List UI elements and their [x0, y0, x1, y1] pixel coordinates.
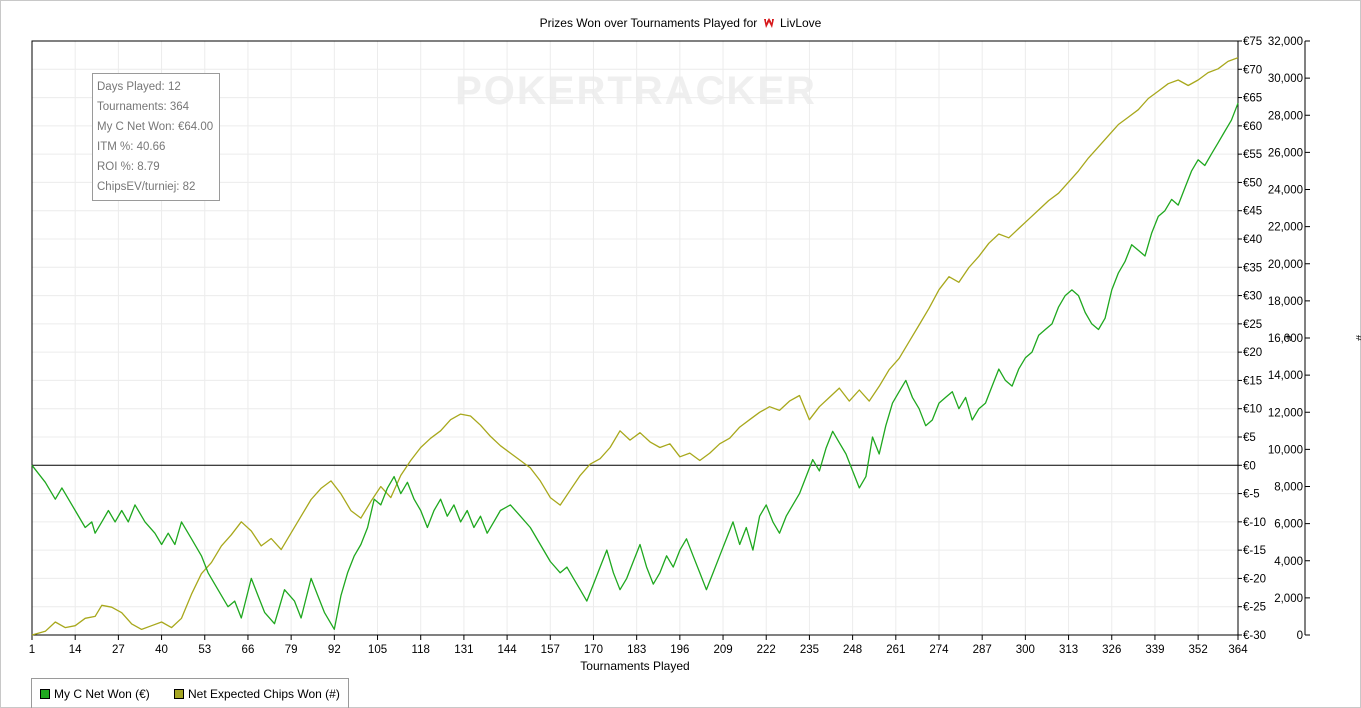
y-tick-label: €-10 — [1243, 517, 1266, 529]
y-tick-label: €40 — [1243, 234, 1262, 246]
legend-label-net-won: My C Net Won (€) — [54, 687, 150, 701]
stat-days-played: Days Played: 12 — [97, 81, 181, 93]
x-tick-label: 66 — [242, 644, 255, 656]
series-line-net-won — [31, 102, 1239, 630]
watermark-logo: POKERTRACKER — [455, 69, 817, 113]
y-tick-label: €-15 — [1243, 545, 1266, 557]
y-tick-label: €-5 — [1243, 489, 1260, 501]
y2-tick-label: 14,000 — [1268, 370, 1303, 382]
y-tick-label: €20 — [1243, 347, 1262, 359]
x-tick-label: 92 — [328, 644, 341, 656]
poker-room-logo-icon — [763, 18, 774, 28]
y2-tick-label: 4,000 — [1274, 556, 1303, 568]
y2-tick-label: 20,000 — [1268, 259, 1303, 271]
y-tick-label: €55 — [1243, 149, 1262, 161]
y-tick-label: €0 — [1243, 460, 1256, 472]
stat-roi: ROI %: 8.79 — [97, 161, 160, 173]
stats-box: Days Played: 12 Tournaments: 364 My C Ne… — [92, 73, 220, 201]
chart-title: Prizes Won over Tournaments Played for L… — [0, 16, 1361, 30]
x-tick-label: 183 — [627, 644, 646, 656]
y2-tick-label: 30,000 — [1268, 73, 1303, 85]
x-tick-label: 352 — [1189, 644, 1208, 656]
y-tick-label: €10 — [1243, 404, 1262, 416]
y-tick-label: €45 — [1243, 206, 1262, 218]
x-axis-title: Tournaments Played — [580, 659, 689, 673]
y2-tick-label: 2,000 — [1274, 593, 1303, 605]
x-tick-label: 274 — [929, 644, 949, 656]
y-axis-title: € — [1281, 335, 1293, 341]
legend-item-expected-chips[interactable]: Net Expected Chips Won (#) — [174, 687, 340, 701]
y-tick-label: €35 — [1243, 262, 1262, 274]
player-name: LivLove — [779, 16, 822, 30]
y-tick-label: €30 — [1243, 291, 1262, 303]
x-tick-label: 261 — [886, 644, 905, 656]
x-tick-label: 196 — [670, 644, 689, 656]
x-tick-label: 118 — [412, 644, 430, 656]
x-tick-label: 105 — [368, 644, 387, 656]
x-tick-label: 27 — [112, 644, 125, 656]
y-tick-label: €-30 — [1243, 630, 1266, 642]
y2-tick-label: 10,000 — [1268, 444, 1303, 456]
x-tick-label: 248 — [843, 644, 862, 656]
y-tick-label: €65 — [1243, 93, 1262, 105]
legend-label-expected-chips: Net Expected Chips Won (#) — [188, 687, 340, 701]
y-tick-label: €50 — [1243, 177, 1262, 189]
y-tick-label: €5 — [1243, 432, 1256, 444]
x-tick-label: 1 — [29, 644, 35, 656]
y-tick-label: €-25 — [1243, 602, 1266, 614]
y2-tick-label: 26,000 — [1268, 147, 1303, 159]
x-tick-label: 300 — [1016, 644, 1035, 656]
x-tick-label: 79 — [285, 644, 298, 656]
x-tick-label: 40 — [155, 644, 168, 656]
y-tick-label: €-20 — [1243, 573, 1266, 585]
series-line-expected-chips — [31, 57, 1239, 636]
y-tick-label: €15 — [1243, 375, 1262, 387]
x-tick-label: 326 — [1102, 644, 1121, 656]
stat-itm: ITM %: 40.66 — [97, 141, 166, 153]
stat-net-won: My C Net Won: €64.00 — [97, 121, 214, 133]
x-tick-label: 14 — [69, 644, 82, 656]
y-tick-label: €75 — [1243, 36, 1262, 48]
y2-axis-title: # — [1353, 335, 1361, 342]
y2-tick-label: 6,000 — [1274, 519, 1303, 531]
y2-tick-label: 24,000 — [1268, 185, 1303, 197]
x-tick-label: 170 — [584, 644, 603, 656]
x-tick-label: 364 — [1228, 644, 1248, 656]
x-tick-label: 287 — [973, 644, 992, 656]
chart-legend: My C Net Won (€) Net Expected Chips Won … — [31, 678, 349, 708]
y-tick-label: €60 — [1243, 121, 1262, 133]
legend-item-net-won[interactable]: My C Net Won (€) — [40, 687, 150, 701]
stat-chipsev: ChipsEV/turniej: 82 — [97, 181, 196, 193]
stat-tournaments: Tournaments: 364 — [97, 101, 190, 113]
x-tick-label: 222 — [757, 644, 776, 656]
legend-swatch-expected-chips — [174, 689, 184, 699]
x-tick-label: 313 — [1059, 644, 1078, 656]
y2-tick-label: 32,000 — [1268, 36, 1303, 48]
plot-area-border — [31, 40, 1239, 636]
x-tick-label: 235 — [800, 644, 819, 656]
y2-tick-label: 18,000 — [1268, 296, 1303, 308]
x-tick-label: 157 — [541, 644, 560, 656]
x-tick-label: 53 — [198, 644, 211, 656]
y2-tick-label: 16,000 — [1268, 333, 1303, 345]
x-tick-label: 144 — [497, 644, 517, 656]
legend-swatch-net-won — [40, 689, 50, 699]
y-tick-label: €70 — [1243, 64, 1262, 76]
chart-title-text: Prizes Won over Tournaments Played for — [539, 16, 758, 30]
y2-tick-label: 12,000 — [1268, 407, 1303, 419]
y2-tick-label: 28,000 — [1268, 110, 1303, 122]
y-tick-label: €25 — [1243, 319, 1262, 331]
x-tick-label: 209 — [713, 644, 732, 656]
x-tick-label: 339 — [1145, 644, 1164, 656]
x-tick-label: 131 — [454, 644, 473, 656]
y2-tick-label: 0 — [1297, 630, 1303, 642]
y2-tick-label: 8,000 — [1274, 482, 1303, 494]
y2-tick-label: 22,000 — [1268, 222, 1303, 234]
